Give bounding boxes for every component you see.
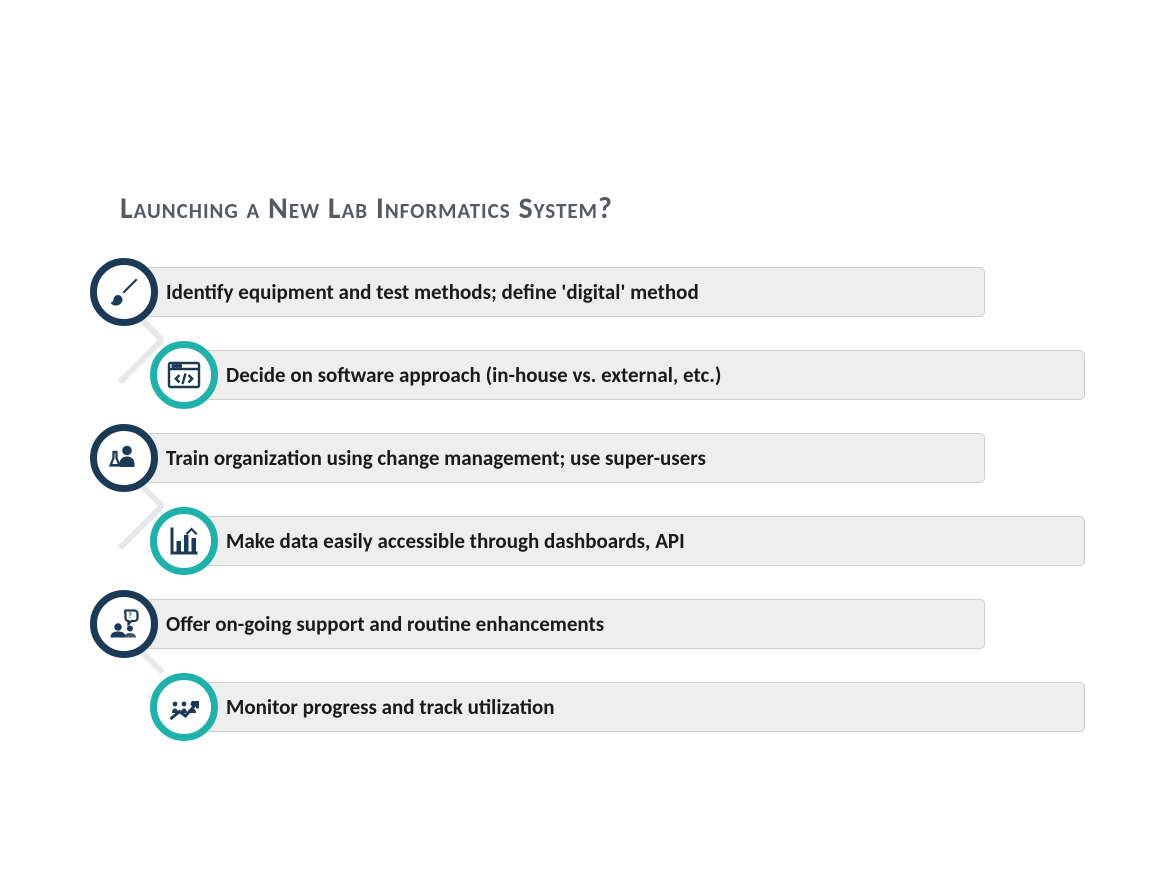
chart-icon bbox=[150, 507, 218, 575]
step-row: Identify equipment and test methods; def… bbox=[90, 255, 1100, 333]
step-label: Make data easily accessible through dash… bbox=[206, 528, 685, 554]
support-icon: ? bbox=[90, 590, 158, 658]
scientist-icon bbox=[90, 424, 158, 492]
step-label: Monitor progress and track utilization bbox=[206, 694, 555, 720]
step-row: Decide on software approach (in-house vs… bbox=[90, 338, 1100, 416]
step-row: Offer on-going support and routine enhan… bbox=[90, 587, 1100, 665]
steps-list: Identify equipment and test methods; def… bbox=[90, 255, 1100, 748]
step-row: Train organization using change manageme… bbox=[90, 421, 1100, 499]
step-label: Identify equipment and test methods; def… bbox=[146, 279, 699, 305]
step-bar: Offer on-going support and routine enhan… bbox=[145, 599, 985, 649]
infographic-container: Launching a New Lab Informatics System? … bbox=[90, 190, 1100, 753]
step-bar: Train organization using change manageme… bbox=[145, 433, 985, 483]
step-row: Make data easily accessible through dash… bbox=[90, 504, 1100, 582]
step-bar: Make data easily accessible through dash… bbox=[205, 516, 1085, 566]
step-row: Monitor progress and track utilization bbox=[90, 670, 1100, 748]
step-bar: Identify equipment and test methods; def… bbox=[145, 267, 985, 317]
step-label: Offer on-going support and routine enhan… bbox=[146, 611, 604, 637]
step-bar: Monitor progress and track utilization bbox=[205, 682, 1085, 732]
svg-text:?: ? bbox=[128, 612, 132, 621]
page-title: Launching a New Lab Informatics System? bbox=[120, 190, 1100, 227]
step-label: Train organization using change manageme… bbox=[146, 445, 706, 471]
brush-icon bbox=[90, 258, 158, 326]
code-icon bbox=[150, 341, 218, 409]
step-label: Decide on software approach (in-house vs… bbox=[206, 362, 721, 388]
growth-icon bbox=[150, 673, 218, 741]
step-bar: Decide on software approach (in-house vs… bbox=[205, 350, 1085, 400]
